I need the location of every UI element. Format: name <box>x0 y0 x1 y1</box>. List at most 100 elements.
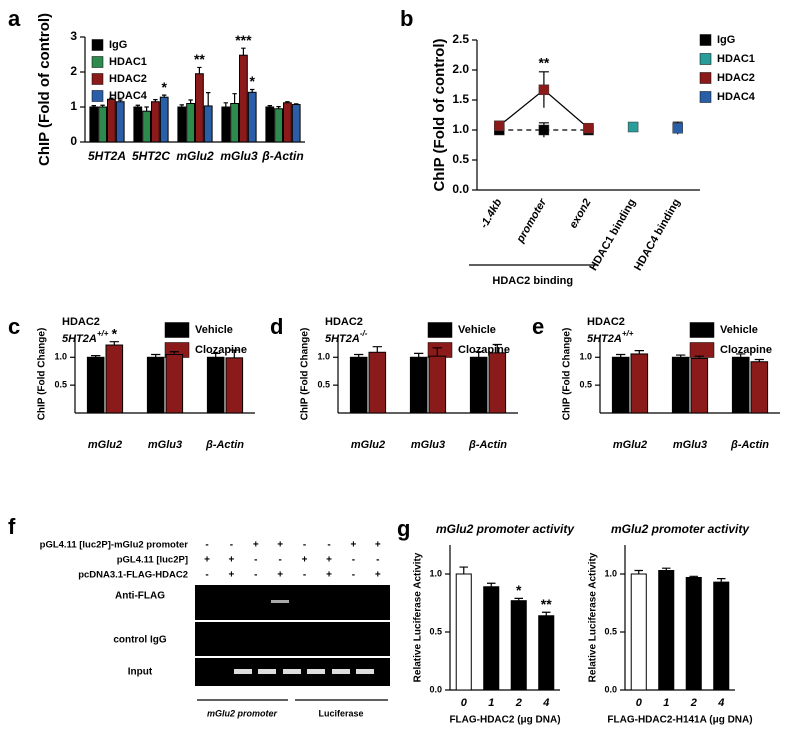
subtitle-gene: 5HT2A <box>325 333 360 345</box>
bar <box>206 356 225 414</box>
bar <box>165 354 184 414</box>
bar <box>713 581 730 691</box>
bar <box>690 357 709 414</box>
panel-title: HDAC2 <box>325 316 363 328</box>
row-label: pGL4.11 [luc2P]-mGlu2 promoter <box>40 540 189 551</box>
panel-subtitle: 5HT2A+/+ <box>587 329 634 345</box>
legend-label: HDAC4 <box>109 90 148 102</box>
row-sign: + <box>350 540 356 551</box>
row-sign: + <box>375 570 381 581</box>
row-label: pGL4.11 [luc2P] <box>117 555 188 566</box>
bar <box>658 570 675 691</box>
bar <box>177 106 187 143</box>
gel-label: Input <box>128 667 153 678</box>
y-tick-label: 1.5 <box>452 92 469 106</box>
bar <box>221 106 231 143</box>
x-tick-label: HDAC1 binding <box>587 197 638 273</box>
y-tick-label: 1.0 <box>604 568 617 578</box>
x-tick-label: 2 <box>515 697 522 709</box>
y-tick-label: 0.5 <box>317 380 330 390</box>
row-label: pcDNA3.1-FLAG-HDAC2 <box>78 570 188 581</box>
legend-swatch <box>427 342 453 358</box>
row-sign: + <box>326 570 332 581</box>
row-sign: + <box>228 570 234 581</box>
bar <box>195 73 204 143</box>
x-tick-label: 0 <box>461 697 468 709</box>
legend-label: IgG <box>717 34 735 46</box>
y-tick-label: 0.5 <box>429 626 442 636</box>
significance: * <box>112 325 118 341</box>
bar <box>455 573 472 691</box>
bar <box>731 356 750 414</box>
bar <box>368 351 387 414</box>
row-sign: + <box>228 555 234 566</box>
row-sign: - <box>376 555 379 566</box>
gel-lane-box <box>195 622 390 656</box>
bar <box>230 103 239 143</box>
y-axis-label: Relative Luciferase Activity <box>413 552 424 682</box>
bar <box>750 361 769 414</box>
y-axis-label: ChIP (Fold of control) <box>431 38 448 191</box>
gel <box>195 585 390 701</box>
x-tick-label: mGlu2 <box>351 439 385 451</box>
x-tick-label: exon2 <box>567 197 593 231</box>
group-label: mGlu2 promoter <box>207 708 278 718</box>
panel-title: HDAC2 <box>62 316 100 328</box>
y-tick-label: 0.5 <box>579 380 592 390</box>
y-tick-label: 0.5 <box>452 152 469 166</box>
y-tick-label: 1.0 <box>579 352 592 362</box>
bar <box>630 353 649 414</box>
bar <box>146 356 165 414</box>
significance: * <box>161 79 167 95</box>
significance: *** <box>235 32 252 48</box>
subtitle-gene: 5HT2A <box>587 333 622 345</box>
x-tick-label: promoter <box>514 196 549 245</box>
subtitle-genotype: +/+ <box>622 329 634 338</box>
point <box>672 122 683 134</box>
y-tick-label: 3 <box>70 29 77 43</box>
y-axis-label: ChIP (Fold Change) <box>562 328 573 421</box>
legend-swatch <box>91 90 104 102</box>
row-sign: + <box>277 570 283 581</box>
legend-swatch <box>91 39 104 51</box>
row-sign: - <box>327 540 330 551</box>
significance: * <box>249 73 255 89</box>
point <box>538 124 550 136</box>
bar <box>611 356 630 414</box>
bar <box>151 101 160 143</box>
row-sign: - <box>254 570 257 581</box>
row-sign: + <box>204 555 210 566</box>
legend-swatch <box>699 53 712 65</box>
significance: ** <box>194 51 205 67</box>
row-sign: - <box>205 540 208 551</box>
significance: ** <box>538 55 549 71</box>
panel-letter: a <box>8 6 21 31</box>
x-tick-label: mGlu2 <box>88 439 122 451</box>
legend-label: Vehicle <box>720 324 758 336</box>
legend-swatch <box>689 342 715 358</box>
panel-letter: g <box>397 516 410 541</box>
y-tick-label: 2 <box>70 64 77 78</box>
legend-label: Vehicle <box>458 324 496 336</box>
x-tick-label: 2 <box>690 697 697 709</box>
legend-label: Clozapine <box>720 344 772 356</box>
bar <box>203 105 213 143</box>
row-sign: - <box>352 570 355 581</box>
panel-subtitle: 5HT2A+/+ <box>62 329 109 345</box>
gel-band <box>234 669 252 674</box>
x-tick-label: 0 <box>636 697 643 709</box>
row-sign: - <box>279 555 282 566</box>
panel-letter: b <box>400 6 413 31</box>
y-tick-label: 0.5 <box>604 626 617 636</box>
x-tick-label: β-Actin <box>730 439 769 451</box>
group-label: HDAC2 binding <box>492 275 573 287</box>
bar <box>428 355 447 414</box>
bar <box>265 106 275 143</box>
bar <box>409 356 428 414</box>
row-sign: - <box>254 555 257 566</box>
point <box>627 121 639 133</box>
y-tick-label: 0.0 <box>429 684 442 694</box>
x-tick-label: mGlu2 <box>613 439 647 451</box>
x-tick-label: 1 <box>663 697 669 709</box>
legend-label: HDAC1 <box>717 53 755 65</box>
